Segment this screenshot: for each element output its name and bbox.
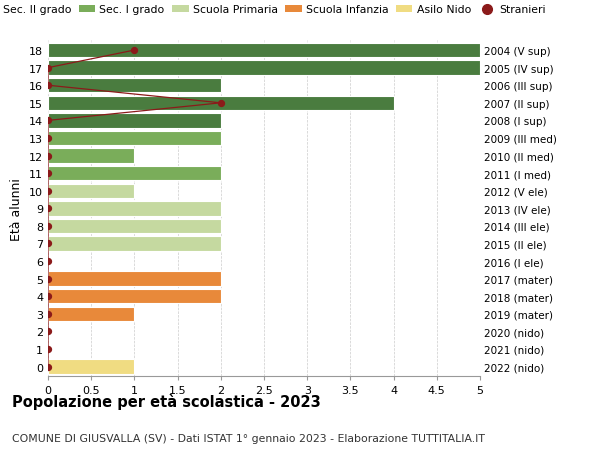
Bar [48,114,221,129]
Bar [48,289,221,304]
Bar [48,79,221,93]
Bar [48,359,134,374]
Bar [48,96,394,111]
Bar [48,44,480,58]
Y-axis label: Età alunni: Età alunni [10,178,23,240]
Point [43,223,53,230]
Point [216,100,226,107]
Point [43,188,53,195]
Point [43,205,53,213]
Point [130,47,139,55]
Bar [48,149,134,163]
Point [43,275,53,283]
Point [43,328,53,336]
Point [43,258,53,265]
Bar [48,219,221,234]
Bar [48,202,221,216]
Bar [48,237,221,251]
Point [43,363,53,370]
Bar [48,307,134,321]
Point [43,65,53,72]
Point [43,310,53,318]
Point [43,240,53,247]
Bar [48,62,480,76]
Text: COMUNE DI GIUSVALLA (SV) - Dati ISTAT 1° gennaio 2023 - Elaborazione TUTTITALIA.: COMUNE DI GIUSVALLA (SV) - Dati ISTAT 1°… [12,433,485,442]
Bar [48,184,134,198]
Point [43,293,53,300]
Point [43,346,53,353]
Point [43,118,53,125]
Bar [48,131,221,146]
Point [43,170,53,178]
Bar [48,167,221,181]
Legend: Sec. II grado, Sec. I grado, Scuola Primaria, Scuola Infanzia, Asilo Nido, Stran: Sec. II grado, Sec. I grado, Scuola Prim… [0,6,546,16]
Point [43,152,53,160]
Bar [48,272,221,286]
Text: Popolazione per età scolastica - 2023: Popolazione per età scolastica - 2023 [12,393,321,409]
Point [43,82,53,90]
Point [43,135,53,142]
